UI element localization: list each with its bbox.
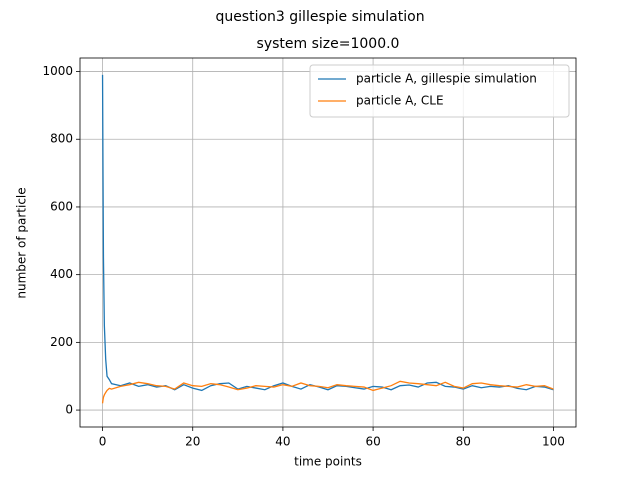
- y-tick-label: 800: [50, 132, 73, 146]
- y-axis-label: number of particle: [15, 187, 29, 298]
- x-axis-label: time points: [294, 455, 362, 469]
- y-tick-label: 0: [65, 403, 73, 417]
- x-tick-label: 80: [456, 435, 471, 449]
- legend-label: particle A, CLE: [356, 94, 444, 108]
- x-tick-label: 100: [542, 435, 565, 449]
- x-tick-label: 20: [185, 435, 200, 449]
- legend-label: particle A, gillespie simulation: [356, 72, 537, 86]
- y-tick-label: 400: [50, 267, 73, 281]
- y-tick-label: 600: [50, 199, 73, 213]
- chart-title: system size=1000.0: [257, 36, 400, 52]
- data-line: [101, 380, 554, 404]
- x-tick-label: 40: [275, 435, 290, 449]
- data-line: [101, 74, 554, 392]
- x-tick-label: 60: [365, 435, 380, 449]
- suptitle: question3 gillespie simulation: [215, 9, 424, 25]
- plot-frame: [79, 57, 577, 428]
- legend-box: [309, 64, 570, 118]
- y-tick-label: 1000: [42, 64, 73, 78]
- x-tick-label: 0: [99, 435, 107, 449]
- y-tick-label: 200: [50, 335, 73, 349]
